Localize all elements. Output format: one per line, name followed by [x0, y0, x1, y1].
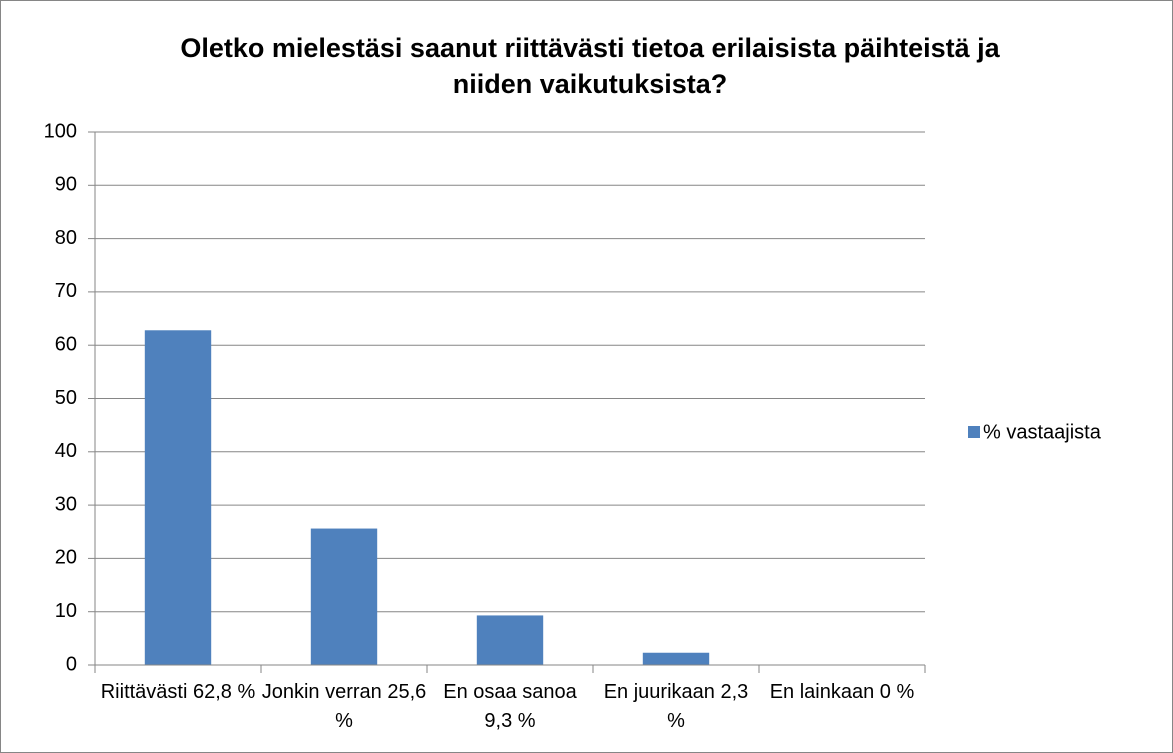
- y-tick-label: 70: [55, 280, 77, 302]
- bar: [310, 528, 378, 665]
- x-tick-label: Riittävästi 62,8 %: [100, 681, 256, 703]
- bar: [476, 615, 544, 665]
- x-tick-label: En osaa sanoa 9,3 %: [443, 681, 577, 732]
- y-tick-label: 40: [55, 440, 77, 462]
- bar: [642, 652, 710, 665]
- x-tick-label: En lainkaan 0 %: [769, 681, 915, 703]
- y-tick-label: 0: [66, 653, 77, 675]
- y-tick-label: 90: [55, 174, 77, 196]
- chart-title: Oletko mielestäsi saanut riittävästi tie…: [180, 33, 1000, 99]
- y-tick-label: 20: [55, 547, 77, 569]
- y-tick-label: 60: [55, 333, 77, 355]
- y-tick-label: 30: [55, 493, 77, 515]
- y-tick-label: 80: [55, 227, 77, 249]
- y-tick-label: 10: [55, 600, 77, 622]
- legend-label: % vastaajista: [983, 421, 1102, 443]
- x-tick-label: En juurikaan 2,3 %: [603, 681, 749, 732]
- y-tick-label: 50: [55, 387, 77, 409]
- bar: [144, 330, 212, 665]
- legend-swatch: [968, 426, 980, 438]
- y-tick-label: 100: [44, 120, 77, 142]
- x-tick-label: Jonkin verran 25,6 %: [261, 681, 427, 732]
